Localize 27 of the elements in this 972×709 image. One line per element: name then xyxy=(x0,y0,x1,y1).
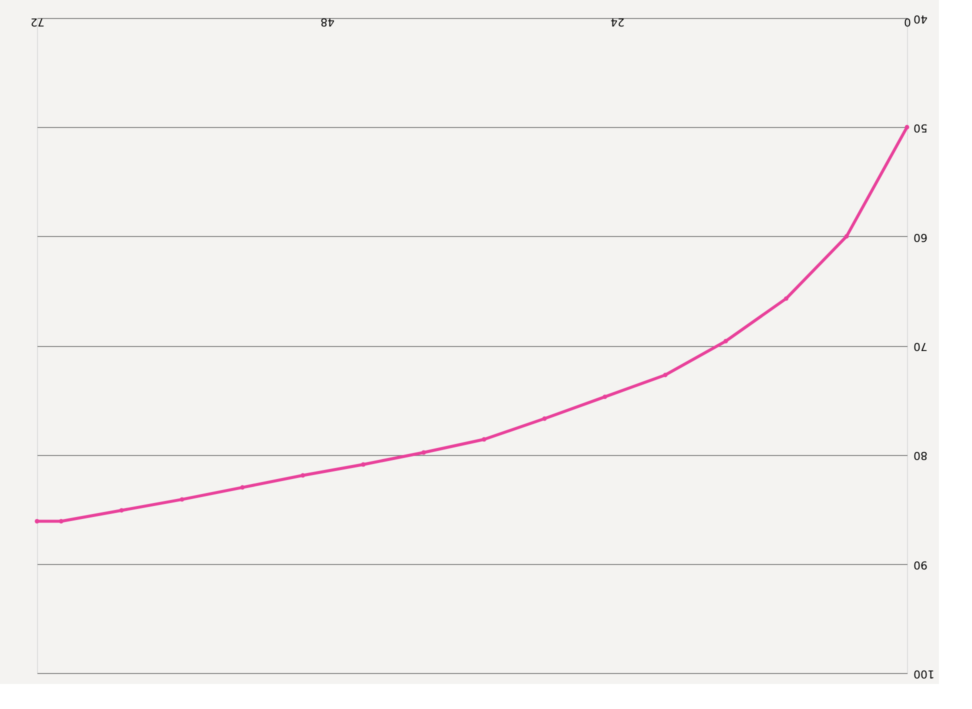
point xyxy=(602,394,608,400)
y-tick-label: 100 xyxy=(914,668,934,680)
x-tick-label: 72 xyxy=(30,16,44,28)
point xyxy=(904,124,910,130)
x-tick-label: 24 xyxy=(610,16,624,28)
x-tick-label: 48 xyxy=(320,16,334,28)
point xyxy=(844,234,849,239)
point xyxy=(663,372,668,378)
y-tick-label: 60 xyxy=(914,230,928,244)
y-tick-label: 40 xyxy=(914,12,928,26)
y-tick-label: 70 xyxy=(914,340,928,353)
point xyxy=(361,462,366,467)
point xyxy=(724,338,728,344)
point xyxy=(482,437,486,442)
point xyxy=(240,485,245,490)
point xyxy=(300,473,306,478)
point xyxy=(784,296,788,301)
y-tick-label: 50 xyxy=(914,122,928,135)
point xyxy=(421,450,426,455)
point xyxy=(542,416,547,421)
y-tick-label: 90 xyxy=(914,558,928,572)
point xyxy=(180,497,184,502)
x-tick-label: 0 xyxy=(904,16,911,28)
point xyxy=(58,519,64,524)
point xyxy=(34,519,40,524)
y-tick-label: 80 xyxy=(914,449,928,462)
point xyxy=(119,508,124,513)
